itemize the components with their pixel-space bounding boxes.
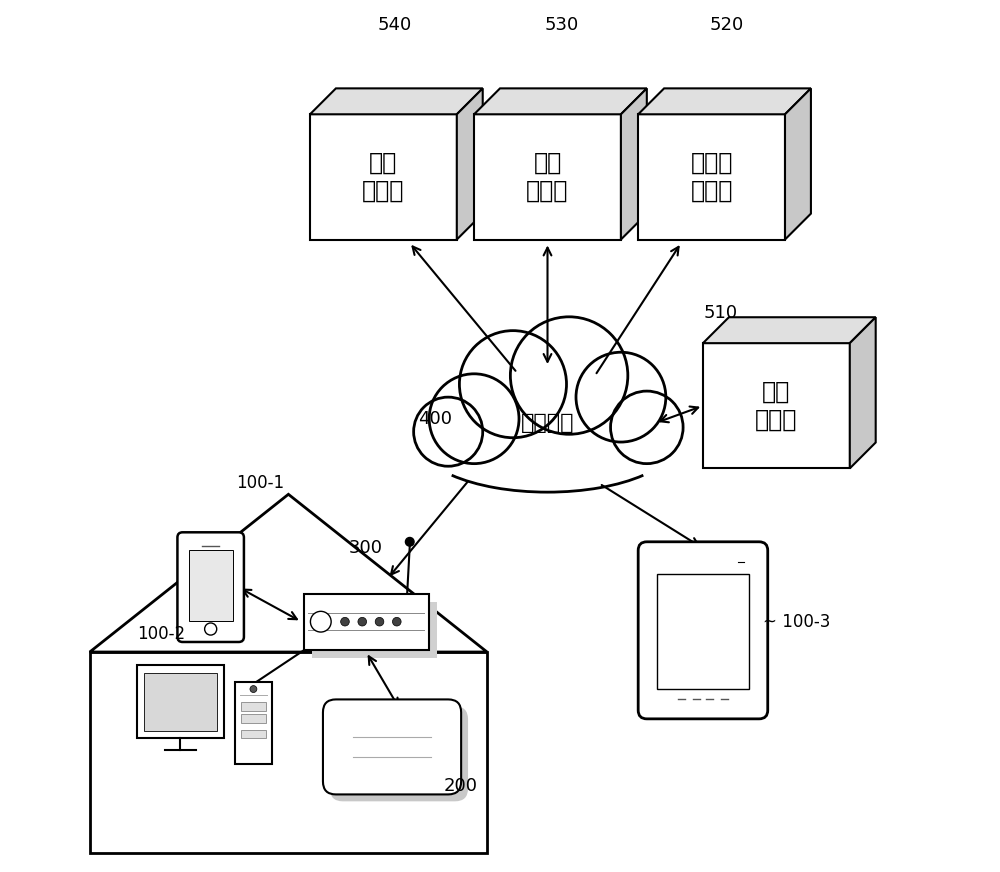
Text: 400: 400 [418,410,452,428]
Text: 520: 520 [709,17,743,34]
Text: 公用网络: 公用网络 [521,413,574,433]
Polygon shape [137,664,224,739]
Polygon shape [785,88,811,240]
Circle shape [310,611,331,632]
Text: 注册
服务器: 注册 服务器 [526,151,569,203]
Polygon shape [457,88,483,240]
Text: 100-1: 100-1 [237,474,285,492]
Polygon shape [310,88,483,114]
Polygon shape [312,603,437,658]
Polygon shape [189,549,233,621]
Polygon shape [304,594,429,650]
Polygon shape [310,114,457,240]
Polygon shape [241,730,266,739]
Circle shape [341,617,349,626]
Text: 公共云
服务器: 公共云 服务器 [690,151,733,203]
Polygon shape [638,88,811,114]
Text: 通信
服务器: 通信 服务器 [755,380,798,432]
Polygon shape [90,494,487,652]
Circle shape [429,374,519,464]
Circle shape [611,391,683,464]
Text: 100-2: 100-2 [137,625,185,644]
Text: 200: 200 [444,777,478,795]
Polygon shape [703,344,850,468]
Circle shape [459,330,567,438]
Polygon shape [241,702,266,711]
Polygon shape [241,714,266,723]
Text: 530: 530 [545,17,579,34]
Circle shape [392,617,401,626]
Polygon shape [638,114,785,240]
Text: ~ 100-3: ~ 100-3 [763,613,831,630]
Circle shape [250,685,257,692]
Circle shape [414,397,483,467]
Polygon shape [621,88,647,240]
Text: 网络
服务器: 网络 服务器 [362,151,405,203]
FancyBboxPatch shape [177,532,244,642]
Polygon shape [90,652,487,853]
FancyBboxPatch shape [638,542,768,719]
Polygon shape [474,114,621,240]
Polygon shape [235,682,272,764]
Polygon shape [703,317,876,344]
Text: 300: 300 [349,539,383,557]
Circle shape [510,317,628,434]
FancyBboxPatch shape [330,706,468,801]
Circle shape [375,617,384,626]
Polygon shape [657,574,749,689]
Polygon shape [414,419,686,475]
Polygon shape [474,88,647,114]
Circle shape [576,352,666,442]
Polygon shape [144,672,217,731]
Polygon shape [427,414,681,467]
Circle shape [405,537,414,546]
Circle shape [358,617,367,626]
Text: 510: 510 [703,304,737,322]
Text: 540: 540 [378,17,412,34]
Polygon shape [850,317,876,468]
FancyBboxPatch shape [323,699,461,794]
